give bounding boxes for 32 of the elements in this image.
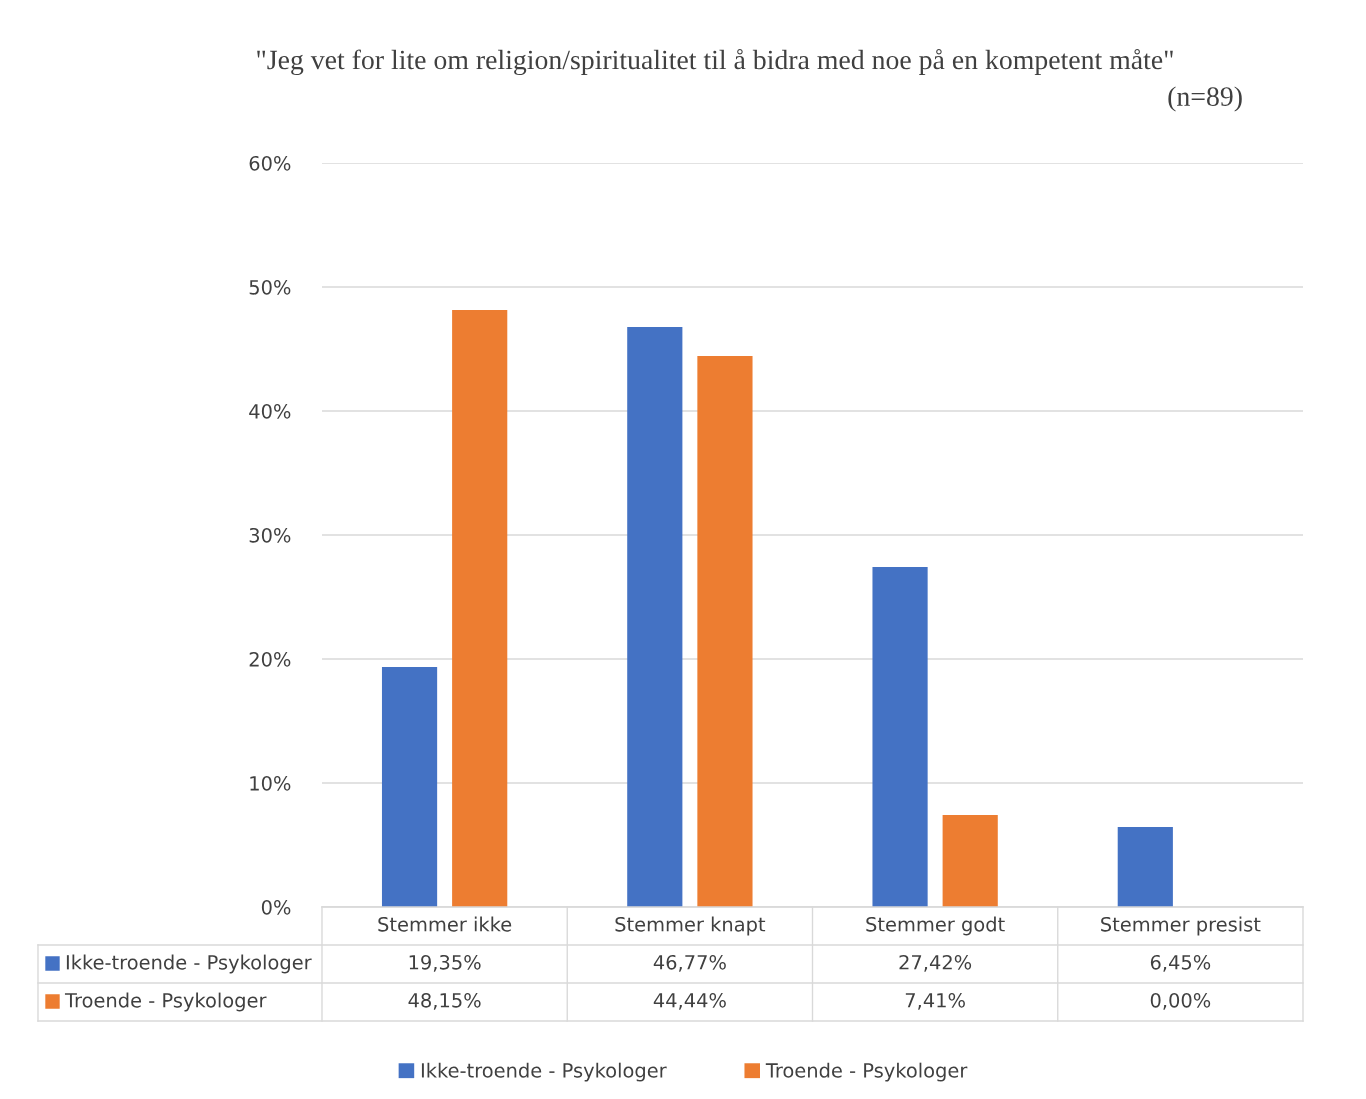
y-tick-label: 20% (249, 651, 291, 667)
text: Troende - Psykologer (64, 992, 267, 1012)
legend-label: Troende - Psykologer (765, 1062, 968, 1082)
bar (627, 327, 683, 907)
data-label: 0,00% (1150, 992, 1211, 1010)
bar (381, 667, 438, 907)
bar (872, 566, 928, 907)
bar (697, 355, 753, 907)
y-tick-label: 40% (249, 403, 291, 419)
chart-subtitle: (n=89) (1168, 86, 1242, 112)
x-tick-label: Stemmer ikke (378, 916, 512, 932)
data-label: 7,41% (905, 992, 965, 1010)
data-label: 6,45% (1150, 954, 1211, 972)
data-label: 46,77% (653, 954, 726, 972)
x-tick-label: Stemmer godt (866, 916, 1005, 936)
y-tick-label: 30% (249, 527, 291, 543)
x-tick-label: Stemmer knapt (615, 916, 766, 936)
data-label: 27,42% (899, 954, 972, 972)
x-tick-label: Stemmer presist (1101, 916, 1261, 936)
bar (452, 309, 508, 907)
data-label: 44,44% (653, 992, 726, 1010)
legend-label: Ikke-troende - Psykologer (66, 954, 312, 974)
y-tick-label: 10% (250, 775, 291, 791)
y-tick-label: 50% (249, 279, 291, 295)
y-tick-label: 0% (261, 899, 291, 915)
y-tick-label: 60% (249, 155, 291, 171)
text: Ikke-troende - Psykologer (421, 1062, 667, 1082)
bar (942, 815, 998, 907)
data-label: 19,35% (409, 954, 481, 972)
chart-title: "Jeg vet for lite om religion/spiritualitet til å bidra med noe på en kompetent måte" (257, 48, 1173, 76)
data-label: 48,15% (408, 992, 481, 1010)
bar (1117, 827, 1173, 907)
